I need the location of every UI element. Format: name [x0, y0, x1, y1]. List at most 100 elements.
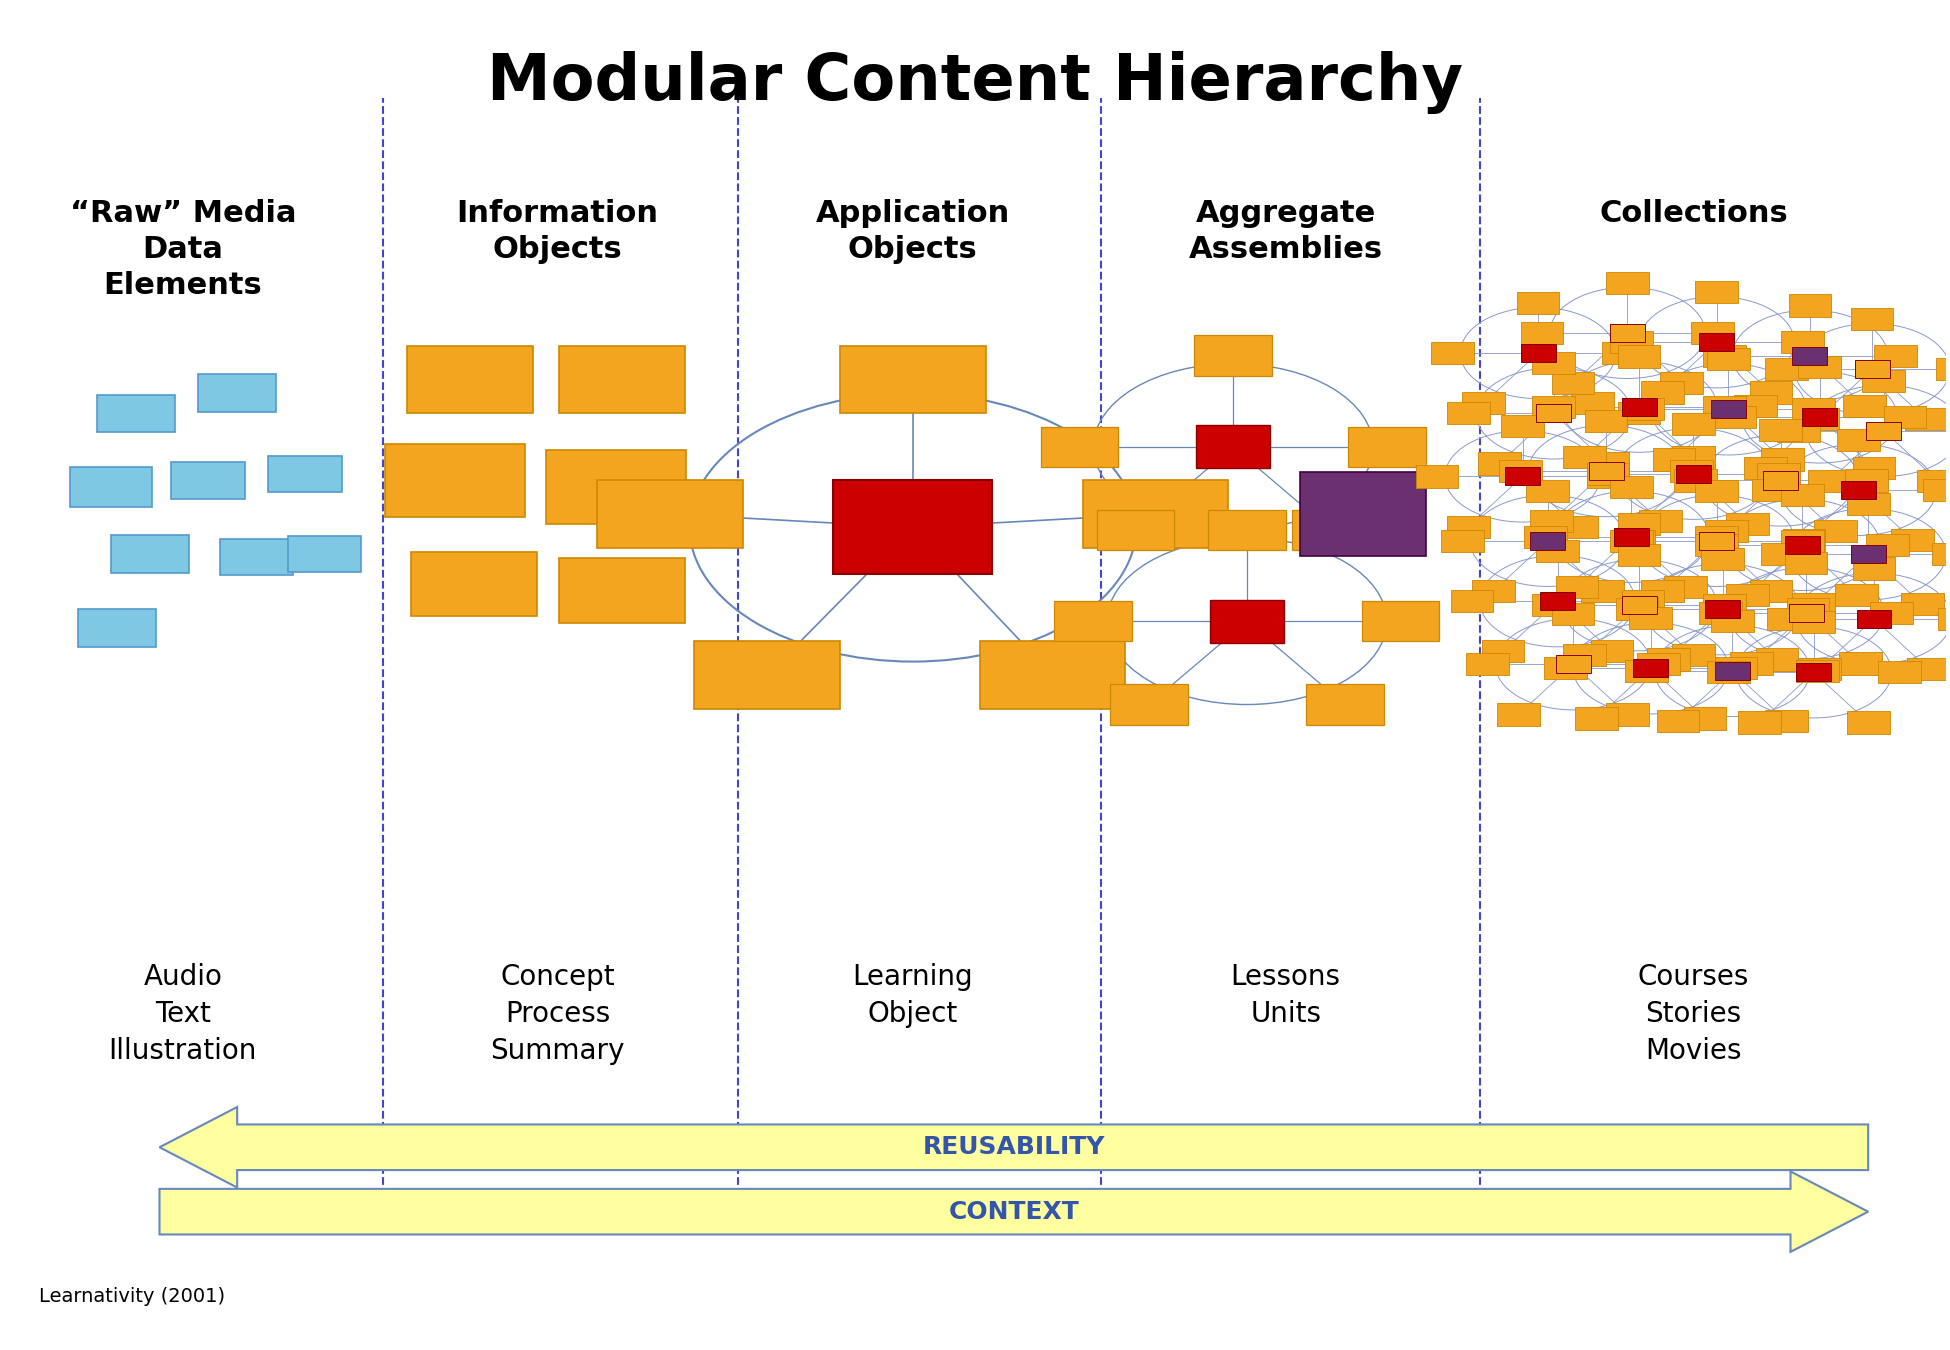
FancyBboxPatch shape: [1041, 427, 1117, 467]
FancyBboxPatch shape: [1698, 532, 1734, 549]
FancyBboxPatch shape: [1765, 358, 1808, 381]
FancyBboxPatch shape: [1884, 406, 1927, 428]
FancyBboxPatch shape: [546, 451, 686, 524]
FancyBboxPatch shape: [1780, 483, 1823, 506]
FancyBboxPatch shape: [1618, 402, 1659, 424]
FancyBboxPatch shape: [1792, 398, 1835, 420]
FancyBboxPatch shape: [1948, 420, 1950, 441]
FancyBboxPatch shape: [1852, 456, 1895, 479]
FancyBboxPatch shape: [1878, 662, 1921, 683]
FancyBboxPatch shape: [1852, 558, 1895, 579]
FancyBboxPatch shape: [1695, 479, 1737, 502]
FancyBboxPatch shape: [1691, 321, 1734, 344]
FancyBboxPatch shape: [1082, 481, 1228, 548]
FancyBboxPatch shape: [1615, 528, 1650, 545]
FancyBboxPatch shape: [1587, 452, 1630, 475]
FancyBboxPatch shape: [1923, 479, 1950, 501]
FancyBboxPatch shape: [1618, 346, 1659, 367]
FancyBboxPatch shape: [1640, 510, 1681, 532]
FancyBboxPatch shape: [1714, 662, 1749, 680]
FancyBboxPatch shape: [558, 347, 684, 413]
FancyBboxPatch shape: [1847, 711, 1890, 733]
FancyBboxPatch shape: [1671, 644, 1714, 667]
FancyBboxPatch shape: [1195, 335, 1271, 375]
FancyBboxPatch shape: [1763, 471, 1798, 490]
FancyBboxPatch shape: [1932, 543, 1950, 566]
FancyBboxPatch shape: [78, 609, 156, 647]
FancyBboxPatch shape: [1907, 657, 1950, 680]
FancyBboxPatch shape: [1556, 516, 1599, 537]
FancyBboxPatch shape: [1301, 472, 1427, 556]
FancyBboxPatch shape: [1792, 347, 1827, 364]
FancyBboxPatch shape: [1726, 513, 1769, 535]
FancyBboxPatch shape: [1702, 594, 1745, 617]
FancyBboxPatch shape: [1776, 420, 1819, 441]
FancyBboxPatch shape: [1757, 463, 1800, 485]
FancyBboxPatch shape: [1540, 593, 1576, 610]
FancyBboxPatch shape: [1892, 529, 1934, 551]
FancyBboxPatch shape: [1761, 448, 1804, 471]
FancyBboxPatch shape: [172, 462, 246, 498]
FancyBboxPatch shape: [1698, 333, 1734, 351]
FancyBboxPatch shape: [1765, 710, 1808, 732]
FancyBboxPatch shape: [199, 374, 277, 412]
FancyBboxPatch shape: [1607, 271, 1650, 294]
FancyBboxPatch shape: [840, 347, 985, 413]
FancyBboxPatch shape: [1788, 605, 1823, 622]
FancyBboxPatch shape: [1589, 462, 1624, 481]
FancyBboxPatch shape: [1796, 660, 1839, 682]
FancyBboxPatch shape: [1603, 342, 1646, 365]
Polygon shape: [160, 1172, 1868, 1251]
FancyBboxPatch shape: [1500, 460, 1542, 482]
FancyBboxPatch shape: [1622, 597, 1656, 614]
FancyBboxPatch shape: [1839, 652, 1882, 675]
FancyBboxPatch shape: [111, 536, 189, 572]
FancyBboxPatch shape: [1306, 684, 1384, 725]
FancyBboxPatch shape: [269, 456, 341, 491]
FancyBboxPatch shape: [1517, 292, 1560, 315]
FancyBboxPatch shape: [98, 394, 176, 432]
FancyBboxPatch shape: [1537, 404, 1572, 423]
FancyBboxPatch shape: [70, 467, 152, 508]
FancyBboxPatch shape: [1792, 612, 1835, 633]
FancyBboxPatch shape: [1207, 510, 1285, 549]
FancyBboxPatch shape: [1447, 402, 1490, 424]
FancyBboxPatch shape: [1556, 655, 1591, 674]
FancyBboxPatch shape: [1110, 684, 1188, 725]
FancyBboxPatch shape: [1751, 479, 1794, 501]
FancyBboxPatch shape: [1743, 456, 1786, 479]
Text: Collections: Collections: [1599, 198, 1788, 228]
FancyBboxPatch shape: [1581, 580, 1624, 602]
FancyBboxPatch shape: [1710, 401, 1745, 418]
FancyBboxPatch shape: [1712, 406, 1755, 428]
FancyBboxPatch shape: [1618, 513, 1659, 535]
FancyBboxPatch shape: [1527, 479, 1570, 502]
FancyBboxPatch shape: [1706, 662, 1749, 683]
Text: Courses
Stories
Movies: Courses Stories Movies: [1638, 964, 1749, 1065]
FancyBboxPatch shape: [1786, 598, 1829, 621]
FancyBboxPatch shape: [1759, 420, 1802, 441]
FancyBboxPatch shape: [1638, 653, 1679, 675]
FancyBboxPatch shape: [1808, 470, 1851, 491]
FancyBboxPatch shape: [1663, 576, 1706, 598]
FancyBboxPatch shape: [1847, 493, 1890, 516]
FancyBboxPatch shape: [1704, 520, 1747, 541]
FancyBboxPatch shape: [1585, 410, 1628, 432]
FancyBboxPatch shape: [1096, 510, 1174, 551]
FancyBboxPatch shape: [1587, 466, 1630, 487]
FancyBboxPatch shape: [1533, 594, 1576, 617]
FancyBboxPatch shape: [1706, 348, 1749, 370]
FancyBboxPatch shape: [1564, 446, 1607, 468]
FancyBboxPatch shape: [1866, 533, 1909, 556]
FancyBboxPatch shape: [1613, 529, 1656, 552]
FancyBboxPatch shape: [411, 552, 536, 616]
FancyBboxPatch shape: [1591, 640, 1634, 663]
FancyBboxPatch shape: [833, 481, 993, 574]
FancyBboxPatch shape: [1792, 594, 1835, 616]
FancyBboxPatch shape: [1796, 663, 1831, 682]
FancyBboxPatch shape: [1441, 529, 1484, 552]
FancyBboxPatch shape: [1841, 481, 1876, 500]
FancyBboxPatch shape: [1784, 536, 1819, 554]
Text: CONTEXT: CONTEXT: [948, 1200, 1078, 1223]
Text: Modular Content Hierarchy: Modular Content Hierarchy: [488, 51, 1462, 115]
